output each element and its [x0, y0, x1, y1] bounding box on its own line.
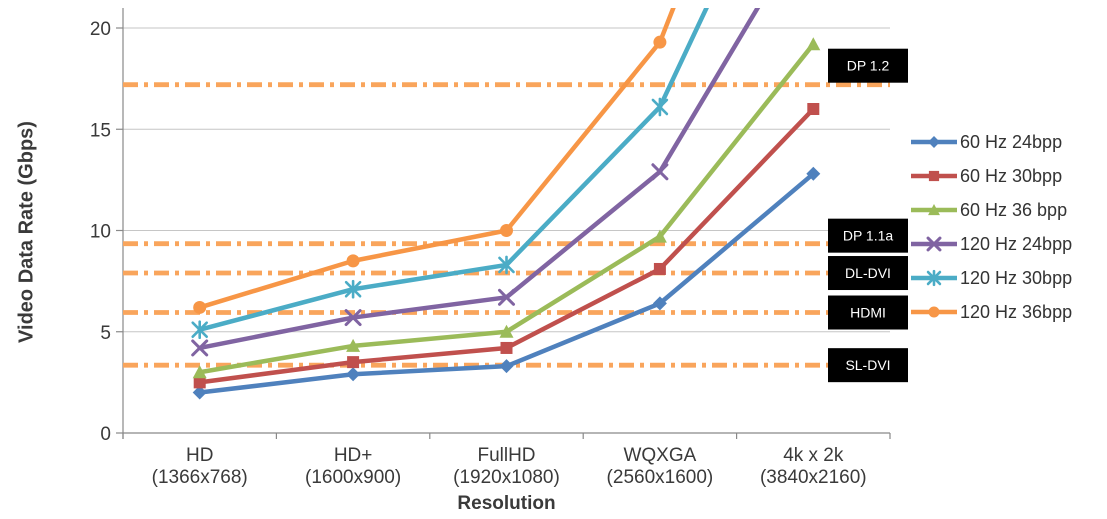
- x-category-sublabel: (2560x1600): [607, 467, 714, 488]
- reference-label-box-sl-dvi: [828, 348, 908, 383]
- legend-circle-icon: [911, 306, 957, 318]
- y-tick-label: 0: [100, 424, 111, 445]
- diamond-marker: [806, 166, 821, 181]
- diamond-marker: [192, 385, 207, 400]
- legend-x-icon: [911, 236, 957, 252]
- circle-marker: [346, 254, 360, 268]
- legend-star-icon: [911, 269, 957, 287]
- legend-label: 120 Hz 30bpp: [960, 267, 1073, 288]
- reference-label-dp-1-2: DP 1.2: [847, 58, 890, 74]
- legend-label: 60 Hz 24bpp: [960, 131, 1063, 152]
- reference-label-box-dp-1-2: [828, 48, 908, 83]
- x-axis-title: Resolution: [457, 493, 556, 514]
- legend-item-60-hz-30bpp: 60 Hz 30bpp: [910, 166, 1072, 186]
- x-marker: [498, 288, 515, 306]
- x-category-label: HD+: [334, 445, 373, 466]
- legend: 60 Hz 24bpp 60 Hz 30bpp 60 Hz 36 bpp 120 Hz…: [910, 132, 1072, 322]
- triangle-marker: [192, 365, 207, 379]
- legend-label: 120 Hz 24bpp: [960, 233, 1073, 254]
- x-category-sublabel: (3840x2160): [760, 467, 867, 488]
- x-marker: [926, 236, 942, 252]
- diamond-marker: [499, 359, 514, 374]
- square-marker: [347, 356, 360, 369]
- legend-item-120-hz-36bpp: 120 Hz 36bpp: [910, 302, 1072, 322]
- star-marker: [191, 320, 208, 340]
- circle-marker: [653, 35, 667, 49]
- circle-marker: [928, 306, 940, 318]
- y-tick-label: 5: [100, 323, 111, 344]
- x-category-label: WQXGA: [623, 445, 696, 466]
- legend-diamond-icon: [911, 136, 957, 148]
- circle-marker: [193, 300, 207, 314]
- y-tick-label: 10: [90, 222, 111, 243]
- x-category-sublabel: (1920x1080): [453, 467, 560, 488]
- reference-label-box-hdmi: [828, 295, 908, 330]
- series-group: [191, 8, 821, 400]
- triangle-marker: [928, 204, 940, 216]
- diamond-marker: [346, 367, 361, 382]
- reference-label-dp-1-1a: DP 1.1a: [843, 228, 894, 244]
- x-marker: [651, 163, 669, 181]
- x-marker: [191, 339, 209, 357]
- legend-label: 120 Hz 36bpp: [960, 301, 1073, 322]
- y-axis-title: Video Data Rate (Gbps): [15, 121, 38, 343]
- y-tick-label: 20: [90, 19, 111, 40]
- legend-item-60-hz-24bpp: 60 Hz 24bpp: [910, 132, 1072, 152]
- triangle-marker: [806, 37, 821, 51]
- square-marker: [653, 262, 666, 275]
- x-category-label: FullHD: [477, 445, 535, 466]
- star-marker: [344, 279, 362, 299]
- diamond-marker: [928, 136, 940, 148]
- reference-label-sl-dvi: SL-DVI: [845, 357, 890, 373]
- star-marker: [926, 269, 942, 287]
- x-category-label: 4k x 2k: [783, 445, 844, 466]
- legend-item-120-hz-30bpp: 120 Hz 30bpp: [910, 268, 1072, 288]
- reference-label-box-dp-1-1a: [828, 218, 908, 253]
- legend-label: 60 Hz 30bpp: [960, 165, 1063, 186]
- x-category-sublabel: (1600x900): [305, 467, 401, 488]
- triangle-marker: [346, 338, 361, 352]
- x-category-sublabel: (1366x768): [152, 467, 248, 488]
- x-category-label: HD: [186, 445, 213, 466]
- triangle-marker: [499, 324, 514, 338]
- legend-item-120-hz-24bpp: 120 Hz 24bpp: [910, 234, 1072, 254]
- x-marker: [344, 309, 362, 327]
- diamond-marker: [652, 296, 667, 311]
- square-marker: [500, 341, 513, 354]
- star-marker: [498, 255, 515, 275]
- legend-item-60-hz-36-bpp: 60 Hz 36 bpp: [910, 200, 1072, 220]
- circle-marker: [500, 224, 513, 237]
- triangle-marker: [652, 229, 667, 243]
- square-marker: [807, 103, 820, 115]
- reference-label-hdmi: HDMI: [850, 305, 886, 321]
- reference-label-box-dl-dvi: [828, 256, 908, 291]
- legend-label: 60 Hz 36 bpp: [960, 199, 1068, 220]
- legend-triangle-icon: [911, 204, 957, 216]
- legend-square-icon: [911, 170, 957, 182]
- y-tick-label: 15: [90, 120, 111, 141]
- star-marker: [651, 97, 669, 117]
- square-marker: [928, 170, 940, 182]
- square-marker: [193, 376, 206, 389]
- reference-label-dl-dvi: DL-DVI: [845, 265, 891, 281]
